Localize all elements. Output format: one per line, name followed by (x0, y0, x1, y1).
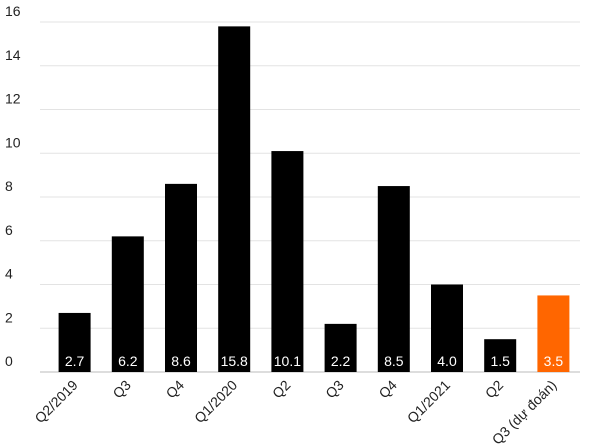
data-label: 8.6 (171, 353, 191, 369)
x-tick-label: Q3 (322, 377, 347, 402)
y-tick-label: 0 (5, 353, 13, 369)
bar (165, 183, 197, 372)
x-tick-label: Q1/2020 (191, 377, 240, 426)
data-label: 1.5 (490, 353, 510, 369)
data-label: 10.1 (274, 353, 301, 369)
bar (537, 295, 570, 372)
data-label: 6.2 (118, 353, 138, 369)
x-tick-label: Q2 (269, 377, 294, 402)
bar (431, 284, 463, 372)
bar (58, 312, 91, 372)
y-tick-label: 16 (5, 3, 21, 19)
data-label: 3.5 (544, 353, 564, 369)
data-label: 8.5 (384, 353, 404, 369)
data-label: 15.8 (221, 353, 248, 369)
x-tick-label: Q4 (163, 377, 188, 402)
y-tick-label: 14 (5, 47, 21, 63)
y-tick-label: 12 (5, 91, 21, 107)
x-tick-label: Q1/2021 (404, 377, 453, 426)
x-tick-label: Q2/2019 (31, 377, 80, 426)
x-tick-label: Q4 (375, 377, 400, 402)
bar (377, 186, 410, 372)
bar (324, 323, 357, 372)
x-tick-label: Q2 (482, 377, 507, 402)
bar (111, 236, 144, 372)
data-label: 2.2 (331, 353, 351, 369)
bar (218, 26, 251, 372)
y-tick-label: 2 (5, 309, 13, 325)
x-tick-label: Q3 (109, 377, 134, 402)
bar (271, 151, 304, 372)
y-tick-label: 6 (5, 222, 13, 238)
bar (484, 339, 517, 372)
y-tick-label: 8 (5, 178, 13, 194)
y-tick-label: 4 (5, 266, 13, 282)
data-label: 4.0 (437, 353, 457, 369)
data-label: 2.7 (65, 353, 85, 369)
y-tick-label: 10 (5, 134, 21, 150)
